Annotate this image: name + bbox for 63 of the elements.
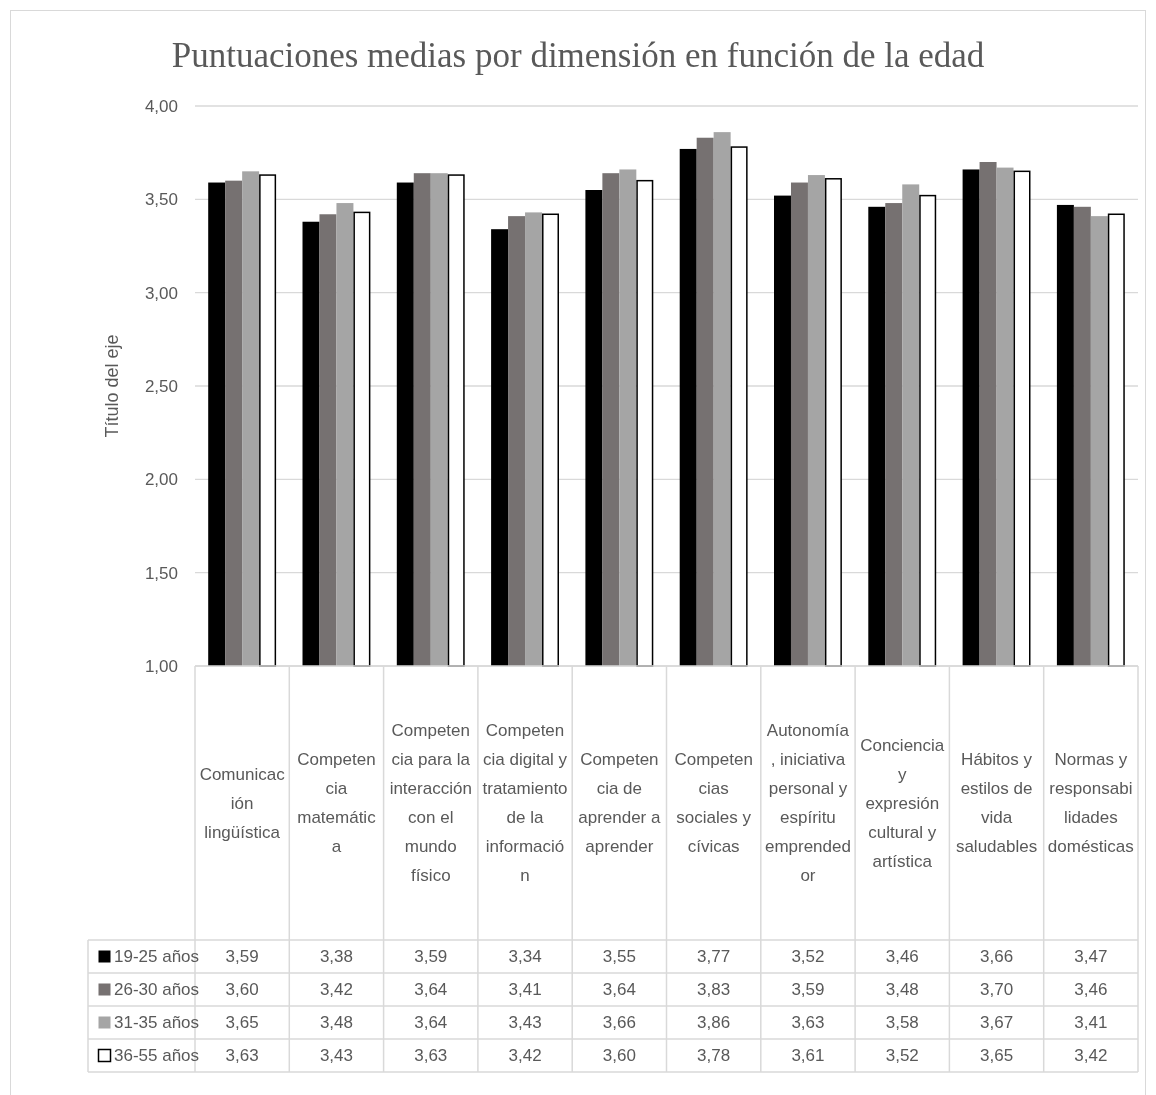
- x-tick-label: Competencia digital y tratamiento de la información: [482, 721, 568, 886]
- x-tick-label: Competencia para la interacción con el mundo físico: [389, 721, 472, 886]
- data-label: 3,66: [602, 1013, 636, 1033]
- data-label: 3,48: [319, 1013, 353, 1033]
- y-tick-label: 4,00: [144, 96, 178, 116]
- legend-label: 36-55 años: [114, 1046, 200, 1066]
- data-label: 3,77: [697, 947, 731, 967]
- data-label: 3,41: [508, 980, 542, 1000]
- data-label: 3,59: [414, 947, 448, 967]
- legend-label: 19-25 años: [114, 947, 200, 967]
- data-label: 3,65: [980, 1046, 1014, 1066]
- x-tick-label: Hábitos y estilos de vida saludables: [955, 750, 1038, 857]
- data-label: 3,58: [885, 1013, 919, 1033]
- data-label: 3,60: [602, 1046, 636, 1066]
- data-label: 3,42: [1074, 1046, 1108, 1066]
- data-label: 3,64: [414, 980, 448, 1000]
- data-label: 3,83: [697, 980, 731, 1000]
- data-label: 3,59: [791, 980, 825, 1000]
- data-label: 3,67: [980, 1013, 1014, 1033]
- x-tick-label: Conciencia y expresión cultural y artística: [860, 735, 945, 871]
- data-label: 3,46: [885, 947, 919, 967]
- x-tick-label: Competencia matemática: [297, 750, 377, 857]
- data-label: 3,41: [1074, 1013, 1108, 1033]
- data-label: 3,42: [319, 980, 353, 1000]
- y-tick-label: 3,50: [144, 190, 178, 210]
- x-tick-label: Competencias sociales y cívicas: [674, 750, 753, 857]
- data-label: 3,52: [791, 947, 825, 967]
- y-tick-label: 1,00: [144, 656, 178, 676]
- data-label: 3,43: [508, 1013, 542, 1033]
- chart-title: Puntuaciones medias por dimensión en función de la edad: [171, 36, 985, 75]
- data-label: 3,55: [602, 947, 636, 967]
- data-label: 3,66: [980, 947, 1014, 967]
- x-tick-label: Autonomía, iniciativa personal y espíritu emprendedor: [764, 721, 851, 886]
- data-label: 3,38: [319, 947, 353, 967]
- y-axis-title: Título del eje: [102, 334, 122, 438]
- y-tick-label: 3,00: [144, 283, 178, 303]
- data-label: 3,64: [602, 980, 636, 1000]
- data-label: 3,63: [414, 1046, 448, 1066]
- data-label: 3,52: [885, 1046, 919, 1066]
- x-tick-label: Comunicación lingüística: [199, 764, 286, 842]
- y-tick-label: 1,50: [144, 563, 178, 583]
- data-label: 3,47: [1074, 947, 1108, 967]
- data-label: 3,65: [225, 1013, 259, 1033]
- y-tick-label: 2,00: [144, 470, 178, 490]
- data-label: 3,70: [980, 980, 1014, 1000]
- data-label: 3,63: [225, 1046, 259, 1066]
- data-label: 3,78: [697, 1046, 731, 1066]
- data-label: 3,43: [319, 1046, 353, 1066]
- data-label: 3,46: [1074, 980, 1108, 1000]
- data-label: 3,86: [697, 1013, 731, 1033]
- data-label: 3,48: [885, 980, 919, 1000]
- data-label: 3,61: [791, 1046, 825, 1066]
- legend-label: 26-30 años: [114, 980, 200, 1000]
- data-label: 3,63: [791, 1013, 825, 1033]
- y-tick-label: 2,50: [144, 376, 178, 396]
- data-label: 3,42: [508, 1046, 542, 1066]
- data-label: 3,60: [225, 980, 259, 1000]
- x-tick-label: Normas y responsabilidades domésticas: [1047, 750, 1134, 857]
- legend-label: 31-35 años: [114, 1013, 200, 1033]
- data-label: 3,59: [225, 947, 259, 967]
- data-label: 3,34: [508, 947, 542, 967]
- data-label: 3,64: [414, 1013, 448, 1033]
- x-tick-label: Competencia de aprender a aprender: [578, 750, 662, 857]
